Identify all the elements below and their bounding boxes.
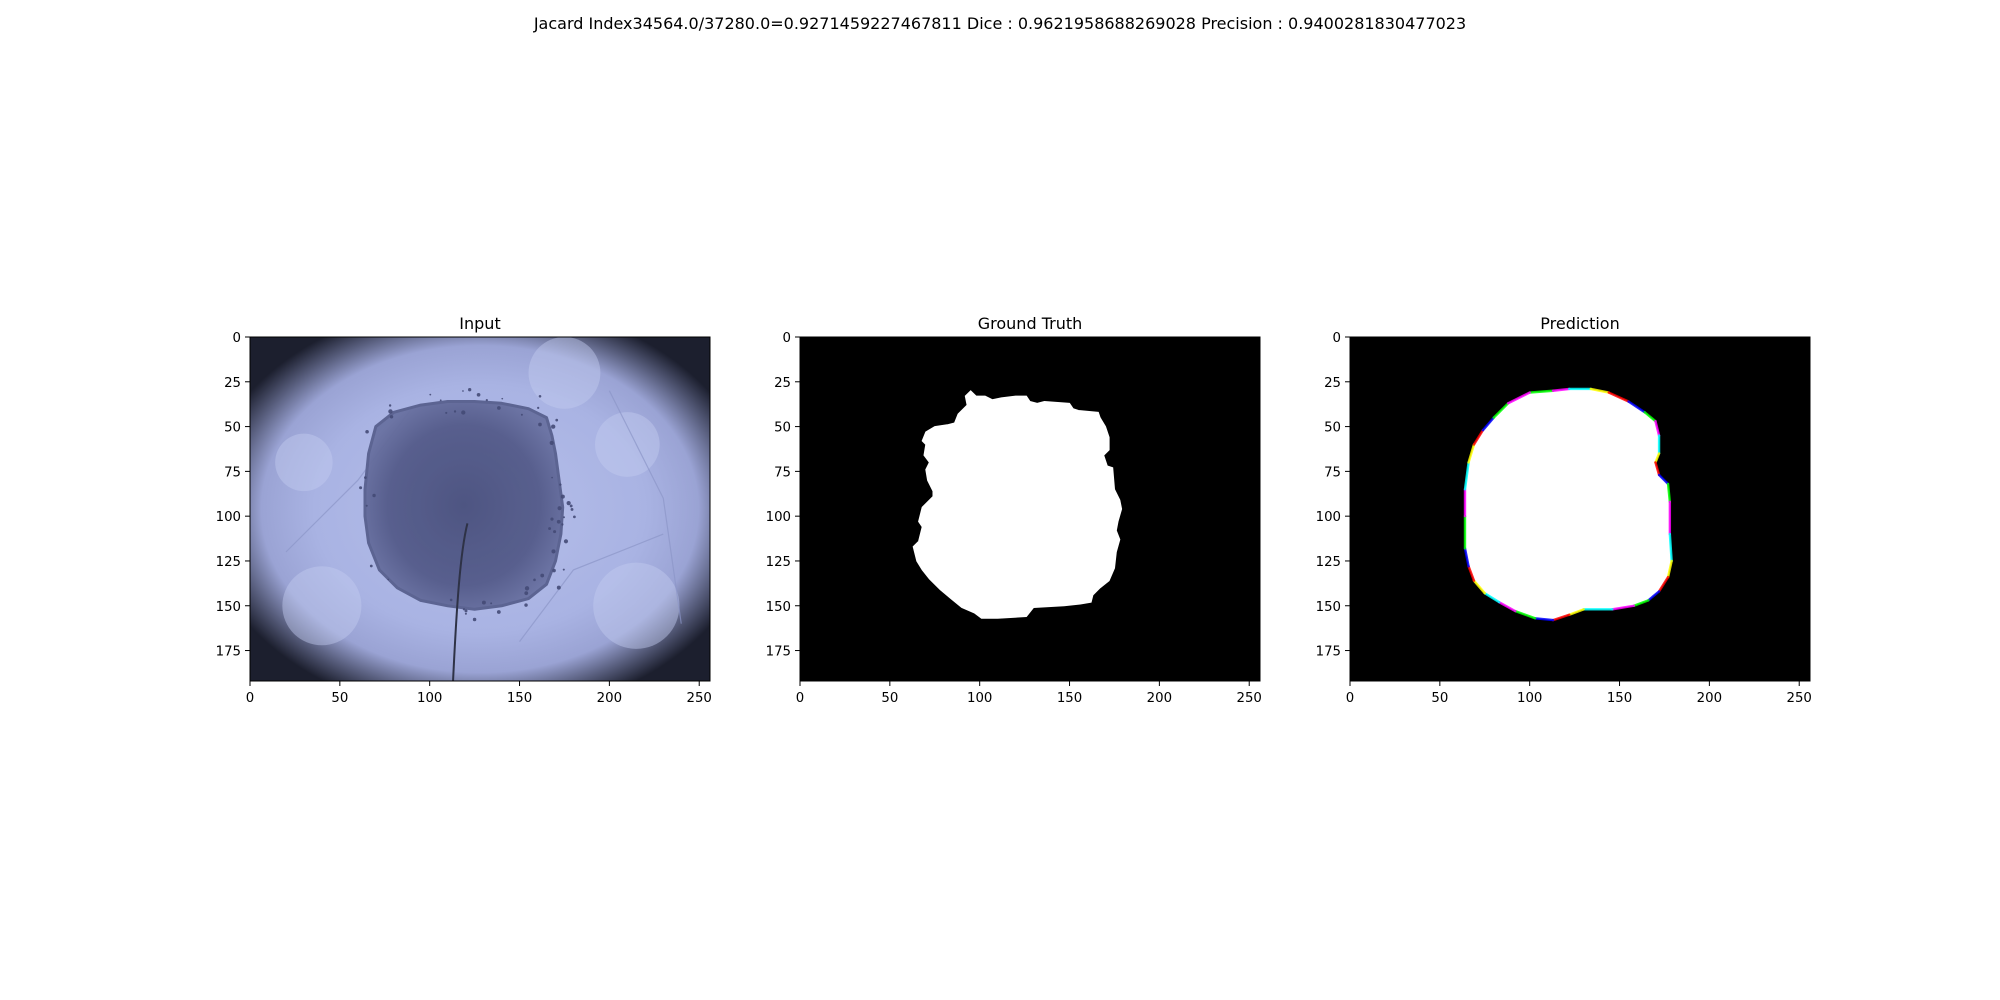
y-tick-label: 100 [766,510,791,525]
y-tick-label: 150 [766,600,791,615]
y-tick-label: 25 [774,376,791,391]
y-tick-label: 150 [1316,600,1341,615]
y-tick-label: 75 [1324,465,1341,480]
x-tick-label: 0 [796,691,804,706]
y-tick-label: 75 [224,465,241,480]
panel-title-ground-truth: Ground Truth [978,314,1083,333]
x-tick-label: 50 [881,691,898,706]
axes-frame [1349,336,1811,682]
panel-input: Input 0 50 100 150 200 250 0 25 50 75 100 125 150 17… [216,314,712,706]
x-tick-label: 100 [417,691,442,706]
y-tick-label: 125 [766,555,791,570]
x-tick-label: 250 [1787,691,1812,706]
y-tick-label: 175 [1316,645,1341,660]
y-tick-label: 175 [766,645,791,660]
y-tick-label: 125 [216,555,241,570]
panel-ground-truth: Ground Truth 0 50 100 150 200 250 0 25 50 75 100 1… [766,314,1262,706]
y-tick-label: 0 [1333,331,1341,346]
x-tick-label: 50 [1431,691,1448,706]
x-tick-label: 200 [597,691,622,706]
y-tick-label: 175 [216,645,241,660]
y-axis-ticks: 0 25 50 75 100 125 150 175 [216,331,250,660]
y-tick-label: 125 [1316,555,1341,570]
x-tick-label: 150 [1607,691,1632,706]
panel-title-input: Input [459,314,500,333]
y-tick-label: 50 [1324,421,1341,436]
axes-frame [249,336,711,682]
y-axis-ticks: 0 25 50 75 100 125 150 175 [1316,331,1350,660]
x-tick-label: 100 [1517,691,1542,706]
x-tick-label: 150 [507,691,532,706]
y-tick-label: 50 [224,421,241,436]
x-tick-label: 0 [1346,691,1354,706]
input-image [250,337,710,681]
y-tick-label: 75 [774,465,791,480]
panel-title-prediction: Prediction [1540,314,1619,333]
x-tick-label: 150 [1057,691,1082,706]
y-tick-label: 100 [216,510,241,525]
x-tick-label: 0 [246,691,254,706]
x-tick-label: 50 [331,691,348,706]
x-tick-label: 100 [967,691,992,706]
y-tick-label: 25 [224,376,241,391]
y-tick-label: 50 [774,421,791,436]
x-tick-label: 250 [1237,691,1262,706]
figure-suptitle: Jacard Index34564.0/37280.0=0.9271459227… [533,14,1467,33]
x-axis-ticks: 0 50 100 150 200 250 [796,681,1262,706]
x-tick-label: 200 [1697,691,1722,706]
ground-truth-mask-image [800,337,1260,681]
y-tick-label: 150 [216,600,241,615]
x-tick-label: 200 [1147,691,1172,706]
prediction-mask-image [1350,337,1810,681]
x-tick-label: 250 [687,691,712,706]
x-axis-ticks: 0 50 100 150 200 250 [1346,681,1812,706]
x-axis-ticks: 0 50 100 150 200 250 [246,681,712,706]
panel-prediction: Prediction 0 50 100 150 200 250 0 25 50 75 100 125… [1316,314,1812,706]
axes-frame [799,336,1261,682]
y-tick-label: 25 [1324,376,1341,391]
y-tick-label: 100 [1316,510,1341,525]
y-tick-label: 0 [233,331,241,346]
y-axis-ticks: 0 25 50 75 100 125 150 175 [766,331,800,660]
y-tick-label: 0 [783,331,791,346]
